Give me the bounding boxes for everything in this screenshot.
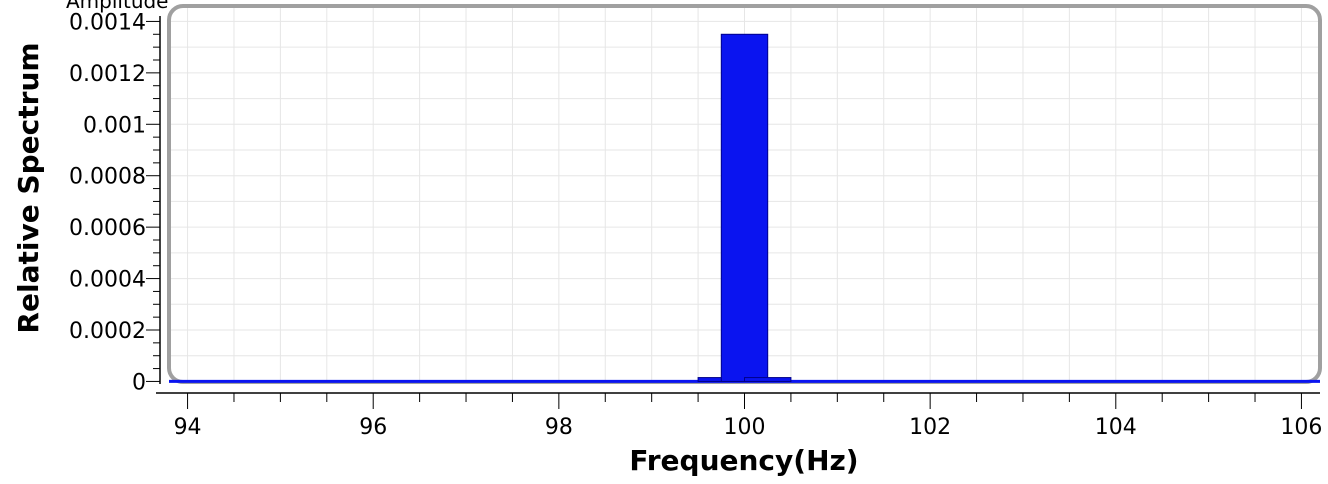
x-tick-label: 106 <box>1280 415 1322 440</box>
x-tick-label: 94 <box>174 415 202 440</box>
bars-layer <box>169 33 1320 383</box>
ticks-layer: 0 0.0002 0.0004 0.0006 0.0008 0.001 0.0012 0.00… <box>69 10 1322 440</box>
y-tick-label: 0.0004 <box>69 268 146 293</box>
y-tick-label: 0.0008 <box>69 165 146 190</box>
x-tick-label: 96 <box>359 415 387 440</box>
y-tick-label: 0.0012 <box>69 62 146 87</box>
y-axis-label: Relative Spectrum <box>12 42 45 333</box>
x-tick-label: 100 <box>724 415 766 440</box>
axes-layer <box>156 16 1320 394</box>
x-tick-label: 102 <box>909 415 951 440</box>
x-tick-label: 104 <box>1095 415 1137 440</box>
x-tick-label: 98 <box>545 415 573 440</box>
y-tick-label: 0.0002 <box>69 319 146 344</box>
spectrum-bar <box>744 377 792 382</box>
y-tick-label: 0.0014 <box>69 10 146 35</box>
y-tick-label: 0.0006 <box>69 216 146 241</box>
grid-layer <box>169 6 1320 384</box>
partial-top-label: Amplitude <box>66 0 169 13</box>
spectrum-bar <box>720 33 769 382</box>
x-axis-label: Frequency(Hz) <box>629 444 858 477</box>
y-tick-label: 0.001 <box>83 113 146 138</box>
y-tick-label: 0 <box>132 370 146 395</box>
